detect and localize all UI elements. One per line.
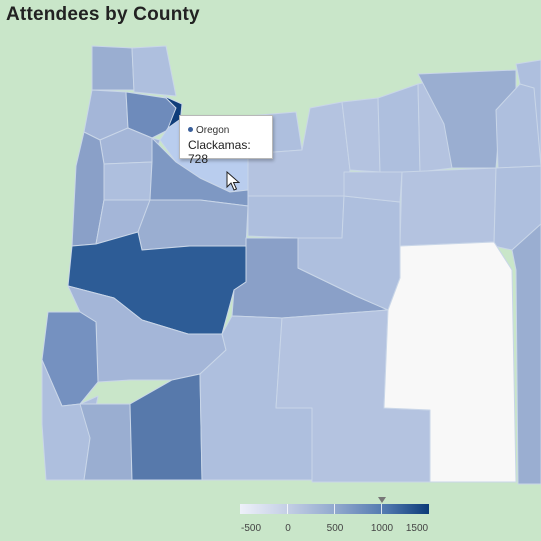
county-jefferson[interactable] bbox=[247, 195, 345, 239]
legend-label-0: 0 bbox=[285, 523, 291, 534]
legend-tick bbox=[381, 504, 382, 514]
county-linn[interactable] bbox=[137, 199, 249, 251]
county-josephine[interactable] bbox=[79, 403, 133, 481]
legend-label-max: 1500 bbox=[405, 523, 429, 534]
legend-marker-icon bbox=[377, 497, 386, 503]
tooltip: Oregon Clackamas: 728 bbox=[179, 115, 273, 166]
county-malheur[interactable] bbox=[511, 223, 541, 485]
county-grant[interactable] bbox=[399, 167, 497, 247]
legend-tick bbox=[287, 504, 288, 514]
county-gilliam[interactable] bbox=[377, 83, 421, 173]
tooltip-value: Clackamas: 728 bbox=[188, 138, 251, 166]
county-polk[interactable] bbox=[103, 161, 153, 201]
county-jackson[interactable] bbox=[129, 373, 203, 481]
legend-tick bbox=[334, 504, 335, 514]
tooltip-series-label: Oregon bbox=[196, 125, 230, 136]
mouse-cursor-icon bbox=[226, 171, 240, 191]
legend-label-1000: 1000 bbox=[370, 523, 394, 534]
legend-label-500: 500 bbox=[326, 523, 344, 534]
county-columbia[interactable] bbox=[131, 45, 177, 97]
chart-title: Attendees by County bbox=[6, 4, 200, 25]
county-shapes bbox=[41, 45, 541, 485]
series-dot-icon bbox=[188, 127, 193, 132]
county-harney[interactable] bbox=[383, 241, 517, 483]
county-wheeler[interactable] bbox=[343, 171, 403, 203]
county-clatsop[interactable] bbox=[91, 45, 135, 91]
legend-label-min: -500 bbox=[240, 523, 262, 534]
county-wallowa[interactable] bbox=[515, 59, 541, 167]
color-legend: -500 0 500 1000 1500 bbox=[240, 494, 430, 534]
tooltip-series: Oregon bbox=[188, 125, 229, 136]
